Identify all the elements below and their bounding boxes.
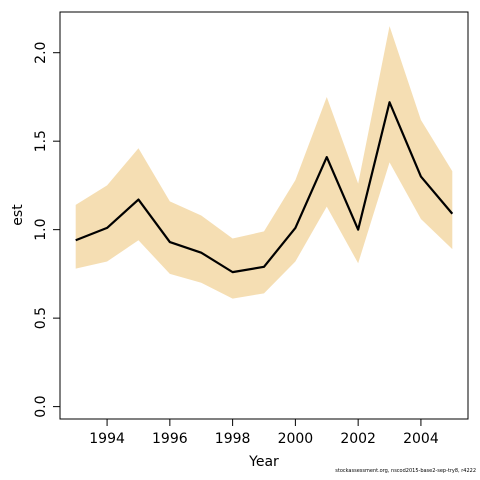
x-tick-label: 2000 [278, 431, 314, 447]
estimate-line [75, 101, 454, 274]
x-tick-label: 1998 [215, 431, 251, 447]
y-axis-label: est [10, 204, 26, 226]
x-tick-label: 2002 [340, 431, 376, 447]
x-tick-label: 1996 [152, 431, 188, 447]
y-tick-label: 1.5 [33, 130, 49, 152]
x-axis-label: Year [248, 454, 279, 470]
y-tick-label: 0.0 [33, 395, 49, 417]
y-tick-label: 2.0 [33, 42, 49, 64]
y-tick-label: 0.5 [33, 307, 49, 329]
y-tick-label: 1.0 [33, 219, 49, 241]
footnote: stockassessment.org, nscod2015-base2-sep… [335, 468, 476, 474]
x-tick-label: 2004 [403, 431, 439, 447]
y-axis: 0.0 0.5 1.0 1.5 2.0 [33, 42, 61, 418]
x-axis: 1994 1996 1998 2000 2002 2004 [89, 418, 439, 447]
x-tick-label: 1994 [89, 431, 125, 447]
